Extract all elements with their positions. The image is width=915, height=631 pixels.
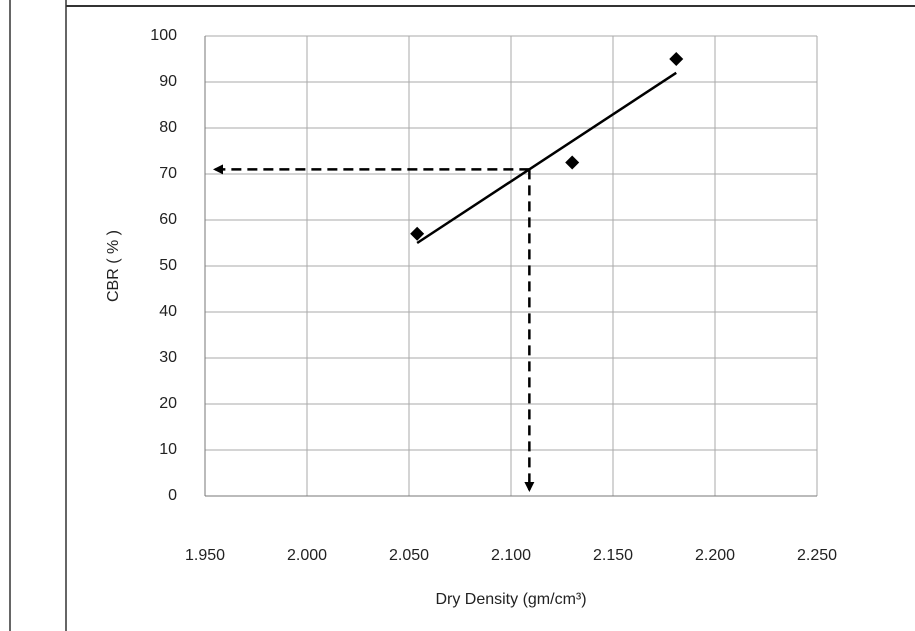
point <box>669 52 684 66</box>
x-tick-label: 2.050 <box>389 547 429 564</box>
point <box>410 226 425 241</box>
y-axis-label: CBR ( % ) <box>105 230 122 302</box>
x-tick-label: 1.950 <box>185 547 225 564</box>
y-tick-label: 90 <box>159 73 177 90</box>
y-tick-label: 40 <box>159 303 177 320</box>
x-tick-label: 2.250 <box>797 547 837 564</box>
y-tick-label: 100 <box>150 27 177 44</box>
point <box>565 155 580 170</box>
x-tick-label: 2.200 <box>695 547 735 564</box>
x-tick-label: 2.100 <box>491 547 531 564</box>
x-tick-label: 2.150 <box>593 547 633 564</box>
y-tick-label: 80 <box>159 119 177 136</box>
y-tick-label: 60 <box>159 211 177 228</box>
y-tick-label: 20 <box>159 395 177 412</box>
y-tick-label: 30 <box>159 349 177 366</box>
x-tick-label: 2.000 <box>287 547 327 564</box>
y-tick-label: 0 <box>168 487 177 504</box>
y-tick-label: 50 <box>159 257 177 274</box>
y-tick-label: 10 <box>159 441 177 458</box>
x-axis-label: Dry Density (gm/cm³) <box>435 591 586 608</box>
trend-line <box>416 71 677 245</box>
y-tick-label: 70 <box>159 165 177 182</box>
